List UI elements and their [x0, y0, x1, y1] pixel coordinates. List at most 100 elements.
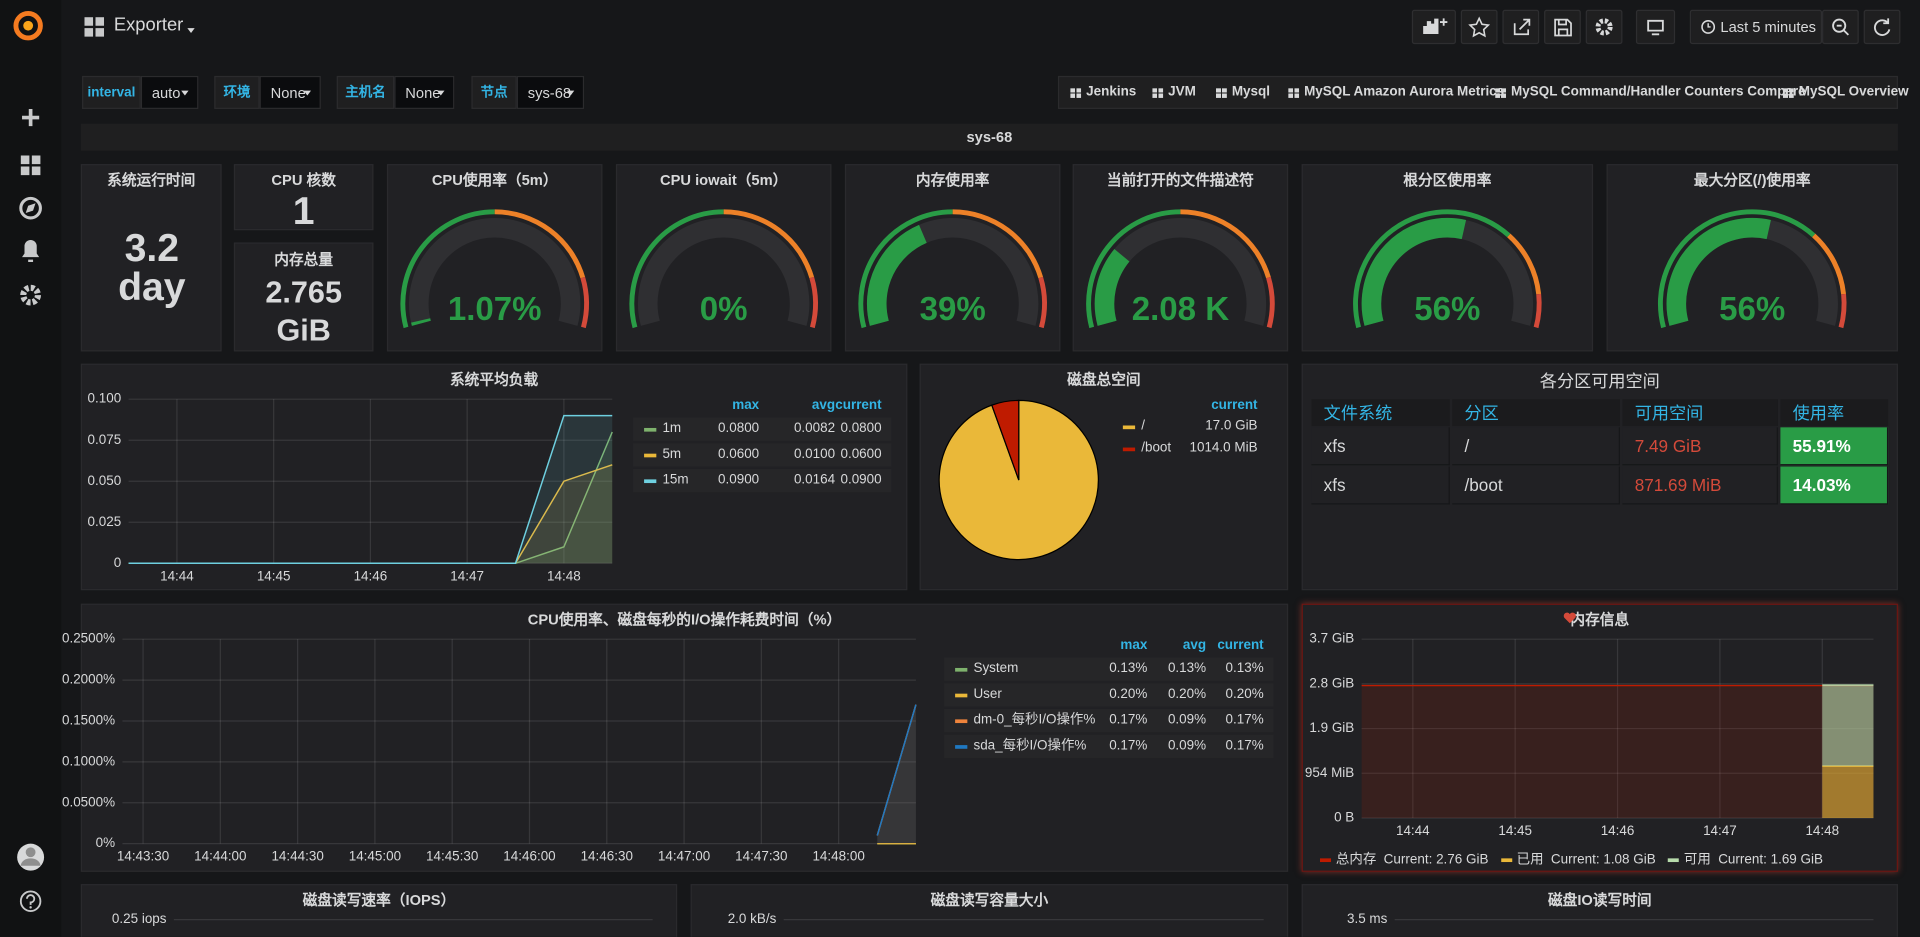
legend-value: 0.0100 [794, 446, 835, 461]
gauge-threshold [1533, 293, 1542, 329]
y-tick-label: 3.5 ms [1347, 911, 1388, 926]
variable-value[interactable]: auto [140, 75, 199, 109]
panel-title: CPU iowait（5m） [659, 171, 788, 189]
legend-value: 0.09% [1168, 712, 1206, 727]
legend-name: 已用 [1516, 852, 1544, 867]
time-picker[interactable]: Last 5 minutes [1689, 9, 1823, 45]
gauge-threshold [1266, 276, 1275, 329]
dashboard-link[interactable]: MySQL Overview [1783, 84, 1909, 99]
series-area [1361, 685, 1874, 818]
legend-value: 0.0600 [718, 446, 759, 461]
legend-value: 0.20% [1109, 686, 1147, 701]
stat-panel [233, 164, 374, 231]
pie-slice [991, 399, 1020, 481]
tv-button[interactable] [1635, 9, 1676, 45]
legend-value: 0.20% [1168, 686, 1206, 701]
legend-value: 0.0900 [840, 472, 881, 487]
star-button[interactable] [1460, 9, 1498, 45]
x-tick-label: 14:45:30 [426, 849, 478, 864]
x-tick-label: 14:47:00 [658, 849, 710, 864]
zoom-icon [1832, 18, 1850, 36]
variable-value[interactable]: None [259, 75, 321, 109]
legend-name: sda_每秒I/O操作% [973, 737, 1086, 752]
y-tick-label: 2.8 GiB [1309, 675, 1354, 690]
explore-icon[interactable] [19, 196, 42, 220]
y-tick-label: 0.25 iops [112, 911, 167, 926]
legend-row [944, 734, 1274, 758]
row-title[interactable]: sys-68 [80, 123, 1898, 151]
legend-name: 可用 [1683, 852, 1711, 867]
y-tick-label: 0.2500% [62, 631, 115, 646]
panel-title: 各分区可用空间 [1539, 371, 1660, 391]
y-tick-label: 0.050 [88, 473, 122, 488]
gauge-value-arc [1094, 249, 1130, 326]
panel-title: 磁盘读写速率（IOPS） [302, 891, 456, 909]
gauge-threshold [1812, 233, 1847, 295]
panel-title: 当前打开的文件描述符 [1106, 171, 1254, 189]
stat-panel [80, 164, 222, 352]
y-tick-label: 0.0500% [62, 794, 115, 809]
star-icon [1468, 16, 1491, 38]
help-icon[interactable] [19, 890, 42, 912]
sidebar [0, 0, 62, 937]
dashboard-link[interactable]: Mysql [1216, 84, 1270, 99]
legend-value: 0.17% [1226, 712, 1264, 727]
share-icon [1513, 18, 1531, 36]
variable-value[interactable]: None [394, 75, 455, 109]
table-cell: 55.91% [1780, 427, 1889, 466]
legend-value: 0.0600 [840, 446, 881, 461]
alert-icon[interactable] [22, 240, 40, 263]
dashboard-link[interactable]: JVM [1152, 84, 1196, 99]
x-tick-label: 14:47 [450, 568, 484, 583]
x-tick-label: 14:47 [1703, 823, 1737, 838]
gauge-value-arc [411, 318, 431, 326]
y-tick-label: 0.100 [88, 391, 122, 406]
save-button[interactable] [1544, 9, 1581, 45]
legend-name: dm-0_每秒I/O操作% [973, 712, 1095, 727]
legend-value: 0.0082 [794, 420, 835, 435]
legend-name: 1m [662, 420, 681, 435]
avatar-head [25, 847, 36, 858]
zoom-out-button[interactable] [1822, 9, 1859, 45]
y-tick-label: 0.1500% [62, 713, 115, 728]
table-cell: 871.69 MiB [1622, 466, 1778, 505]
legend-value: Current: 2.76 GiB [1383, 852, 1489, 867]
add-panel-button[interactable] [1411, 9, 1456, 45]
help-mark [26, 894, 36, 905]
config-icon[interactable] [20, 284, 42, 306]
stat-value: 2.765 GiB [265, 275, 342, 348]
dashboards-icon[interactable] [20, 155, 41, 176]
legend-item[interactable]: 已用 Current: 1.08 GiB [1500, 849, 1656, 869]
panel-title: 内存使用率 [915, 171, 990, 189]
table-cell: / [1452, 427, 1620, 466]
create-icon[interactable] [22, 108, 40, 127]
panel-title: CPU使用率、磁盘每秒的I/O操作耗费时间（%） [527, 611, 842, 629]
dashboard-link[interactable]: MySQL Command/Handler Counters Compare [1495, 84, 1806, 99]
y-tick-label: 0.075 [88, 432, 122, 447]
refresh-button[interactable] [1863, 9, 1901, 45]
legend-value: Current: 1.69 GiB [1718, 852, 1823, 867]
table-cell: xfs [1311, 466, 1450, 505]
gauge-value-arc [1361, 218, 1467, 326]
legend-swatch [1500, 857, 1512, 862]
logo[interactable] [13, 11, 43, 41]
help-dot [29, 906, 32, 909]
variable-value[interactable]: sys-68 [516, 75, 585, 109]
x-tick-label: 14:45 [1498, 823, 1532, 838]
panel-title: 根分区使用率 [1403, 171, 1492, 189]
legend-item[interactable]: 总内存 Current: 2.76 GiB [1320, 849, 1488, 869]
x-tick-label: 14:43:30 [117, 849, 169, 864]
graph-panel [690, 884, 1289, 937]
variable-label: 节点 [471, 75, 517, 109]
save-icon [1554, 18, 1572, 37]
settings-button[interactable] [1585, 9, 1623, 45]
legend-header: current [1211, 397, 1258, 412]
dashboard-link[interactable]: Jenkins [1070, 84, 1136, 99]
share-button[interactable] [1502, 9, 1540, 45]
dashboard-link[interactable]: MySQL Amazon Aurora Metrics [1288, 84, 1504, 99]
panel-title: 最大分区(/)使用率 [1693, 171, 1811, 189]
legend-item[interactable]: 可用 Current: 1.69 GiB [1667, 849, 1823, 869]
dashboard-title[interactable]: Exporter [114, 15, 203, 36]
gauge-threshold [1657, 209, 1816, 329]
